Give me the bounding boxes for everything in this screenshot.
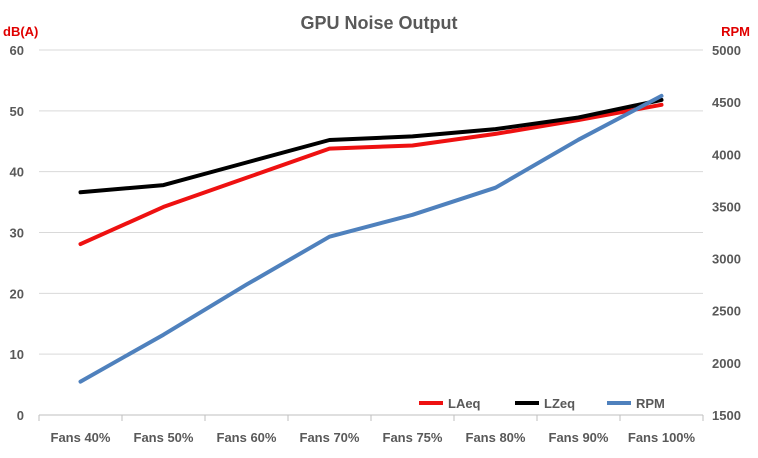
x-tick-label: Fans 50% — [134, 430, 194, 445]
y-left-tick-label: 40 — [10, 165, 24, 180]
y-left-tick-label: 0 — [17, 408, 24, 423]
series-line-lzeq — [78, 97, 664, 195]
series-line-rpm — [78, 93, 664, 384]
x-tick-label: Fans 60% — [217, 430, 277, 445]
x-tick-label: Fans 40% — [51, 430, 111, 445]
y-right-tick-label: 5000 — [712, 43, 741, 58]
y-right-tick-label: 4000 — [712, 147, 741, 162]
y-left-tick-label: 20 — [10, 286, 24, 301]
series-line-laeq — [78, 102, 664, 247]
x-tick-label: Fans 90% — [549, 430, 609, 445]
y-left-tick-label: 60 — [10, 43, 24, 58]
y-right-tick-label: 3000 — [712, 252, 741, 267]
y-left-tick-label: 10 — [10, 347, 24, 362]
y-right-tick-label: 2000 — [712, 356, 741, 371]
axes: 0 10 20 30 40 50 60 1500 2000 2500 3000 3500 4000 450… — [10, 43, 741, 445]
y-left-tick-label: 30 — [10, 226, 24, 241]
chart-title: GPU Noise Output — [301, 13, 458, 33]
gridlines — [39, 49, 703, 355]
y-right-tick-label: 3500 — [712, 199, 741, 214]
x-tick-label: Fans 70% — [300, 430, 360, 445]
y-left-tick-label: 50 — [10, 104, 24, 119]
y-right-tick-label: 2500 — [712, 304, 741, 319]
legend: LAeq LZeq RPM — [419, 396, 665, 411]
y-axis-right-label: RPM — [721, 24, 750, 39]
legend-label-laeq: LAeq — [448, 396, 481, 411]
y-axis-left-label: dB(A) — [3, 24, 38, 39]
x-tick-label: Fans 75% — [383, 430, 443, 445]
x-tick-label: Fans 100% — [628, 430, 696, 445]
legend-label-lzeq: LZeq — [544, 396, 575, 411]
y-right-tick-label: 1500 — [712, 408, 741, 423]
series-group — [78, 93, 664, 384]
legend-label-rpm: RPM — [636, 396, 665, 411]
x-tick-label: Fans 80% — [466, 430, 526, 445]
y-right-tick-label: 4500 — [712, 95, 741, 110]
